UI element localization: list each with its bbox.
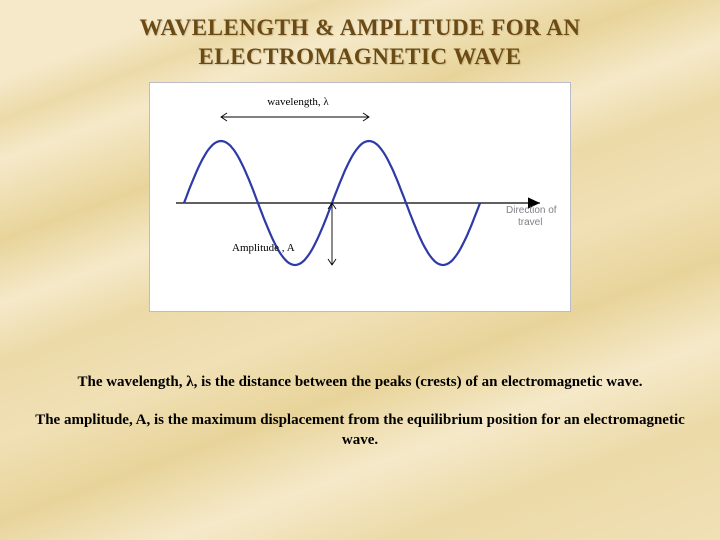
wave-diagram: wavelength, λ Amplitude , A Direction oftr… — [149, 82, 571, 312]
svg-text:travel: travel — [518, 217, 542, 228]
wavelength-definition: The wavelength, λ, is the distance betwe… — [0, 372, 720, 392]
svg-text:Amplitude , A: Amplitude , A — [232, 242, 295, 254]
svg-text:wavelength, λ: wavelength, λ — [267, 96, 329, 108]
slide: WAVELENGTH & AMPLITUDE FOR AN ELECTROMAG… — [0, 0, 720, 540]
svg-text:Direction of: Direction of — [506, 205, 557, 216]
amplitude-definition: The amplitude, A, is the maximum displac… — [0, 410, 720, 451]
slide-title: WAVELENGTH & AMPLITUDE FOR AN ELECTROMAG… — [0, 0, 720, 72]
wave-svg: wavelength, λ Amplitude , A Direction oftr… — [150, 83, 570, 311]
